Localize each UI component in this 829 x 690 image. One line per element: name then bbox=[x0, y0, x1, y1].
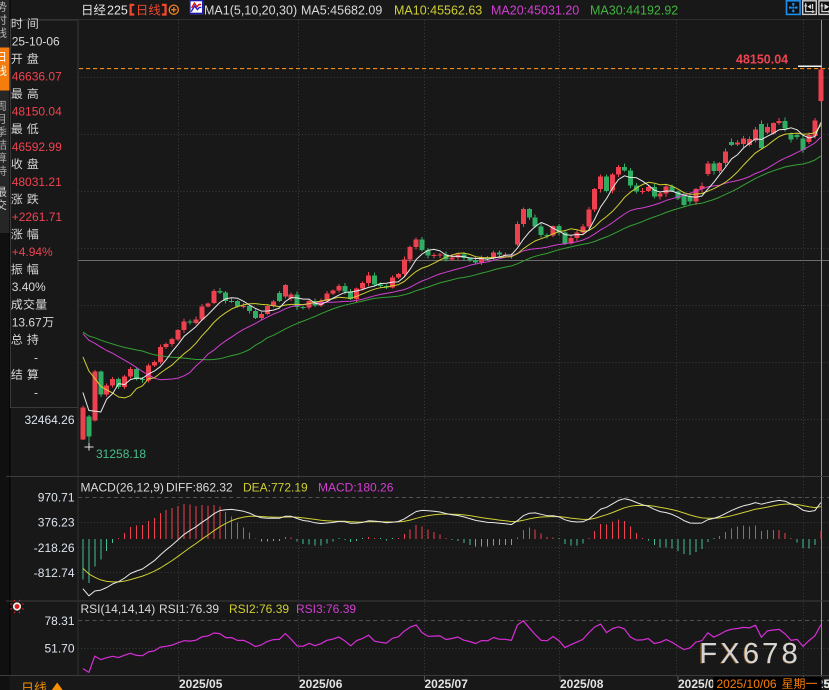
svg-text:-218.26: -218.26 bbox=[34, 541, 75, 555]
svg-text:225: 225 bbox=[107, 4, 128, 18]
svg-text:2025/06: 2025/06 bbox=[299, 677, 343, 690]
svg-text:+2261.71: +2261.71 bbox=[12, 210, 63, 224]
svg-text:3.40%: 3.40% bbox=[12, 280, 46, 294]
svg-text:5: 5 bbox=[824, 677, 829, 690]
svg-text:48150.04: 48150.04 bbox=[12, 105, 62, 119]
svg-text:MA1(5,10,20,30): MA1(5,10,20,30) bbox=[204, 4, 297, 18]
svg-text:51.70: 51.70 bbox=[44, 641, 74, 655]
svg-text:970.71: 970.71 bbox=[38, 491, 75, 505]
svg-text:31258.18: 31258.18 bbox=[96, 447, 146, 461]
svg-text:376.23: 376.23 bbox=[38, 515, 75, 529]
svg-text:+4.94%: +4.94% bbox=[12, 245, 53, 259]
svg-text:DIFF:862.32: DIFF:862.32 bbox=[166, 481, 233, 495]
svg-text:2025/05: 2025/05 bbox=[179, 677, 223, 690]
svg-text:MA5:45682.09: MA5:45682.09 bbox=[301, 4, 382, 18]
svg-text:2025/10/06: 2025/10/06 bbox=[717, 677, 777, 690]
svg-text:RSI2:76.39: RSI2:76.39 bbox=[229, 602, 289, 616]
svg-text:MACD(26,12,9): MACD(26,12,9) bbox=[81, 481, 164, 495]
svg-text:MA20:45031.20: MA20:45031.20 bbox=[491, 4, 579, 18]
svg-text:MA10:45562.63: MA10:45562.63 bbox=[394, 4, 482, 18]
svg-text:RSI1:76.39: RSI1:76.39 bbox=[159, 602, 219, 616]
svg-text:13.67: 13.67 bbox=[12, 315, 42, 329]
svg-text:DEA:772.19: DEA:772.19 bbox=[243, 481, 308, 495]
svg-text:MACD:180.26: MACD:180.26 bbox=[318, 481, 394, 495]
svg-text:2025/09: 2025/09 bbox=[678, 677, 722, 690]
svg-text:32464.26: 32464.26 bbox=[24, 413, 74, 427]
svg-text:46636.07: 46636.07 bbox=[12, 70, 62, 84]
svg-text:78.31: 78.31 bbox=[44, 614, 74, 628]
svg-text:-812.74: -812.74 bbox=[34, 566, 75, 580]
svg-text:RSI3:76.39: RSI3:76.39 bbox=[296, 602, 356, 616]
svg-text:2025/07: 2025/07 bbox=[425, 677, 469, 690]
svg-text:MA30:44192.92: MA30:44192.92 bbox=[590, 4, 678, 18]
svg-text:FX678: FX678 bbox=[700, 638, 801, 670]
svg-text:48150.04: 48150.04 bbox=[736, 53, 788, 67]
svg-text:-: - bbox=[34, 350, 38, 364]
svg-text:2025/08: 2025/08 bbox=[560, 677, 604, 690]
svg-text:RSI(14,14,14): RSI(14,14,14) bbox=[81, 602, 156, 616]
svg-text:46592.99: 46592.99 bbox=[12, 140, 62, 154]
svg-text:48031.21: 48031.21 bbox=[12, 175, 62, 189]
svg-text:-: - bbox=[34, 386, 38, 400]
svg-text:25-10-06: 25-10-06 bbox=[12, 35, 60, 49]
svg-text:FX678: FX678 bbox=[698, 638, 801, 671]
